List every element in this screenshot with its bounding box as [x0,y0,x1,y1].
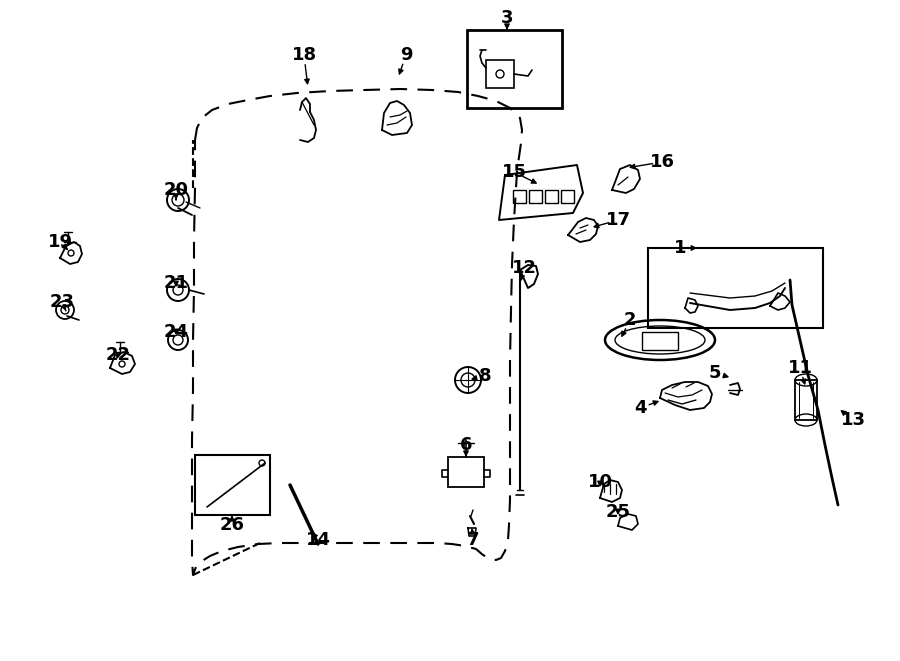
Text: 1: 1 [674,239,686,257]
Text: 15: 15 [501,163,526,181]
Text: 19: 19 [48,233,73,251]
Text: 4: 4 [634,399,646,417]
Text: 17: 17 [606,211,631,229]
Text: 13: 13 [841,411,866,429]
Bar [195,455,270,515]
Text: 22: 22 [105,346,130,364]
Text: 5: 5 [709,364,721,382]
Text: 11: 11 [788,359,813,377]
Bar [513,190,526,203]
Text: 8: 8 [479,367,491,385]
Text: 24: 24 [164,323,188,341]
Text: 9: 9 [400,46,412,64]
Text: 3: 3 [500,9,513,27]
Text: 16: 16 [650,153,674,171]
Text: 20: 20 [164,181,188,199]
Text: 18: 18 [292,46,317,64]
Bar [467,30,562,108]
Text: 21: 21 [164,274,188,292]
Text: 12: 12 [511,259,536,277]
Bar [448,457,484,487]
Text: 10: 10 [588,473,613,491]
Bar [642,332,678,350]
Text: 2: 2 [624,311,636,329]
Text: 25: 25 [606,503,631,521]
Bar [561,190,574,203]
Text: 14: 14 [305,531,330,549]
Text: 7: 7 [467,531,479,549]
Bar [795,380,817,420]
Bar [545,190,558,203]
Bar [648,248,823,328]
Bar [529,190,542,203]
Text: 26: 26 [220,516,245,534]
Text: 6: 6 [460,436,473,454]
Text: 23: 23 [50,293,75,311]
Bar [486,60,514,88]
